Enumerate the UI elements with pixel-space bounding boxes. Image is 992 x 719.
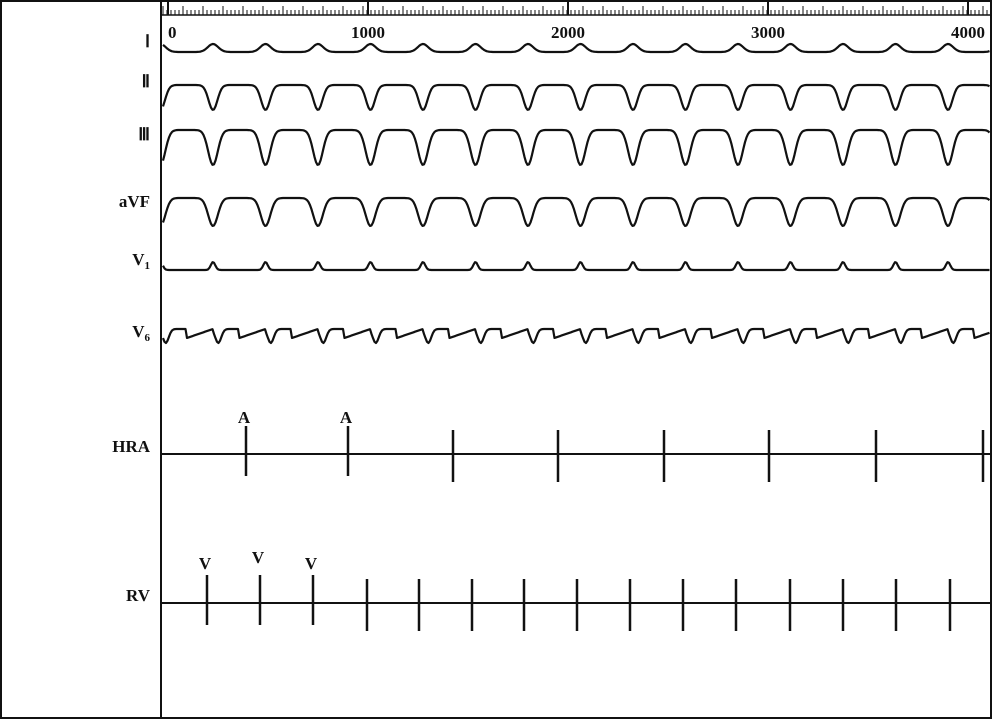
ecg-trace <box>161 327 990 345</box>
lead-label: Ⅱ <box>142 72 150 91</box>
lead-label: HRA <box>112 437 151 456</box>
lead-label: V1 <box>132 250 150 272</box>
spike-marker: V <box>252 548 265 567</box>
ecg-trace <box>161 128 991 166</box>
ruler: 0 1000 2000 3000 4000 <box>162 0 992 42</box>
spike-marker: A <box>238 408 251 427</box>
ruler-label: 3000 <box>751 23 785 42</box>
ruler-label: 2000 <box>551 23 585 42</box>
lead-label: Ⅲ <box>138 125 150 144</box>
ecg-trace <box>161 196 991 227</box>
lead-label-sub: 6 <box>145 332 151 344</box>
lead-label-text: RV <box>126 586 151 605</box>
spike-marker: V <box>199 554 212 573</box>
ecg-trace <box>162 261 990 272</box>
lead-label-text: V <box>132 322 145 341</box>
ecg-trace <box>162 42 990 54</box>
ruler-label: 0 <box>168 23 177 42</box>
spike-marker: V <box>305 554 318 573</box>
ecg-trace <box>161 83 990 111</box>
lead-label-text: Ⅲ <box>138 125 150 144</box>
lead-label-sub: 1 <box>145 260 151 272</box>
lead-label-text: Ⅱ <box>142 72 150 91</box>
lead-label-text: V <box>132 250 145 269</box>
ruler-label: 1000 <box>351 23 385 42</box>
lead-label-text: aVF <box>119 192 150 211</box>
spike-marker: A <box>340 408 353 427</box>
ruler-minor-ticks <box>162 6 992 15</box>
lead-label-text: Ⅰ <box>145 32 150 51</box>
lead-label: V6 <box>132 322 150 344</box>
ruler-label: 4000 <box>951 23 985 42</box>
lead-label-text: HRA <box>112 437 151 456</box>
lead-label: Ⅰ <box>145 32 150 51</box>
lead-label: RV <box>126 586 151 605</box>
lead-label: aVF <box>119 192 150 211</box>
